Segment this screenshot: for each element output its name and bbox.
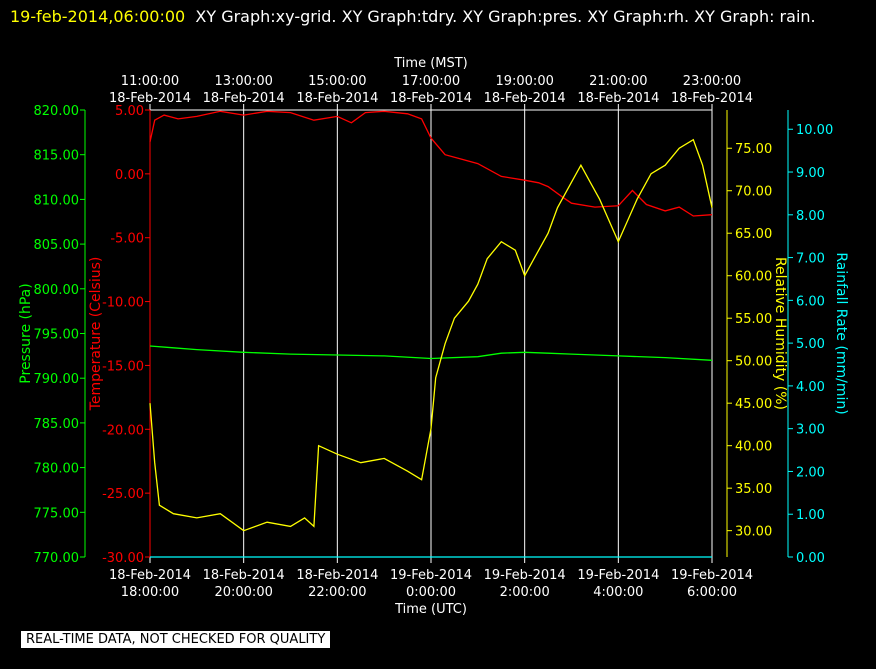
pressure-tick-label: 790.00	[34, 372, 80, 387]
bottom-tick-date: 18-Feb-2014	[109, 568, 191, 583]
temperature-tick-label: -20.00	[102, 423, 144, 438]
rain-tick-label: 5.00	[796, 337, 825, 352]
temperature-tick-label: -30.00	[102, 551, 144, 566]
top-tick-time: 15:00:00	[308, 74, 366, 89]
rain-tick-label: 9.00	[796, 166, 825, 181]
humidity-tick-label: 35.00	[735, 482, 772, 497]
top-axis-label: Time (MST)	[393, 56, 468, 71]
bottom-tick-time: 2:00:00	[500, 585, 550, 600]
humidity-tick-label: 50.00	[735, 355, 772, 370]
humidity-tick-label: 40.00	[735, 440, 772, 455]
rain-tick-label: 7.00	[796, 252, 825, 267]
temperature-tick-label: -5.00	[110, 232, 144, 247]
humidity-series-line	[149, 138, 713, 532]
top-tick-date: 18-Feb-2014	[671, 91, 753, 106]
rain-axis-label: Rainfall Rate (mm/min)	[833, 252, 849, 414]
pressure-series-line	[149, 345, 713, 361]
chart-labels: 11:00:00 18-Feb-2014 13:00:00 18-Feb-2014 15…	[18, 56, 849, 617]
chart-axes	[80, 104, 793, 563]
bottom-tick-date: 19-Feb-2014	[390, 568, 472, 583]
plot-grid	[149, 109, 713, 557]
bottom-tick-time: 20:00:00	[214, 585, 272, 600]
rain-tick-label: 4.00	[796, 380, 825, 395]
pressure-tick-label: 780.00	[34, 462, 80, 477]
humidity-tick-label: 55.00	[735, 312, 772, 327]
humidity-tick-label: 45.00	[735, 397, 772, 412]
top-tick-date: 18-Feb-2014	[484, 91, 566, 106]
bottom-tick-date: 18-Feb-2014	[203, 568, 285, 583]
humidity-tick-label: 60.00	[735, 270, 772, 285]
top-tick-date: 18-Feb-2014	[577, 91, 659, 106]
pressure-axis-label: Pressure (hPa)	[18, 283, 34, 383]
bottom-axis-label: Time (UTC)	[394, 602, 467, 617]
bottom-tick-time: 22:00:00	[308, 585, 366, 600]
humidity-tick-label: 70.00	[735, 185, 772, 200]
pressure-tick-label: 770.00	[34, 551, 80, 566]
rain-tick-label: 6.00	[796, 294, 825, 309]
top-tick-date: 18-Feb-2014	[203, 91, 285, 106]
pressure-tick-label: 820.00	[34, 104, 80, 119]
temperature-tick-label: 0.00	[115, 168, 144, 183]
temperature-axis-label: Temperature (Celsius)	[88, 257, 104, 412]
bottom-tick-time: 18:00:00	[121, 585, 179, 600]
humidity-tick-label: 75.00	[735, 142, 772, 157]
rain-tick-label: 1.00	[796, 508, 825, 523]
graph-titles: XY Graph:xy-grid. XY Graph:tdry. XY Grap…	[195, 7, 816, 26]
rain-tick-label: 0.00	[796, 551, 825, 566]
pressure-tick-label: 815.00	[34, 149, 80, 164]
pressure-tick-label: 785.00	[34, 417, 80, 432]
bottom-tick-date: 19-Feb-2014	[577, 568, 659, 583]
top-tick-time: 19:00:00	[495, 74, 553, 89]
top-tick-date: 18-Feb-2014	[390, 91, 472, 106]
top-tick-date: 18-Feb-2014	[296, 91, 378, 106]
pressure-tick-label: 805.00	[34, 238, 80, 253]
bottom-tick-time: 0:00:00	[406, 585, 456, 600]
bottom-tick-time: 6:00:00	[687, 585, 737, 600]
top-tick-date: 18-Feb-2014	[109, 91, 191, 106]
pressure-tick-label: 800.00	[34, 283, 80, 298]
humidity-tick-label: 30.00	[735, 525, 772, 540]
temperature-tick-label: 5.00	[115, 104, 144, 119]
pressure-tick-label: 775.00	[34, 506, 80, 521]
temperature-series-line	[149, 110, 713, 217]
top-tick-time: 13:00:00	[214, 74, 272, 89]
humidity-tick-label: 65.00	[735, 227, 772, 242]
temperature-tick-label: -25.00	[102, 487, 144, 502]
top-tick-time: 17:00:00	[402, 74, 460, 89]
pressure-tick-label: 795.00	[34, 328, 80, 343]
rain-tick-label: 2.00	[796, 465, 825, 480]
temperature-tick-label: -10.00	[102, 296, 144, 311]
rain-tick-label: 10.00	[796, 123, 833, 138]
humidity-axis-label: Relative Humidity (%)	[772, 257, 788, 410]
chart-series	[149, 110, 713, 558]
top-tick-time: 21:00:00	[589, 74, 647, 89]
top-tick-time: 23:00:00	[683, 74, 741, 89]
bottom-tick-date: 19-Feb-2014	[671, 568, 753, 583]
pressure-tick-label: 810.00	[34, 193, 80, 208]
top-tick-time: 11:00:00	[121, 74, 179, 89]
timestamp: 19-feb-2014,06:00:00	[10, 7, 186, 26]
rain-tick-label: 3.00	[796, 423, 825, 438]
graph-header: 19-feb-2014,06:00:00 XY Graph:xy-grid. X…	[10, 2, 860, 31]
quality-warning: REAL-TIME DATA, NOT CHECKED FOR QUALITY	[21, 631, 331, 648]
bottom-tick-date: 18-Feb-2014	[296, 568, 378, 583]
rain-tick-label: 8.00	[796, 209, 825, 224]
bottom-tick-time: 4:00:00	[593, 585, 643, 600]
temperature-tick-label: -15.00	[102, 359, 144, 374]
bottom-tick-date: 19-Feb-2014	[484, 568, 566, 583]
